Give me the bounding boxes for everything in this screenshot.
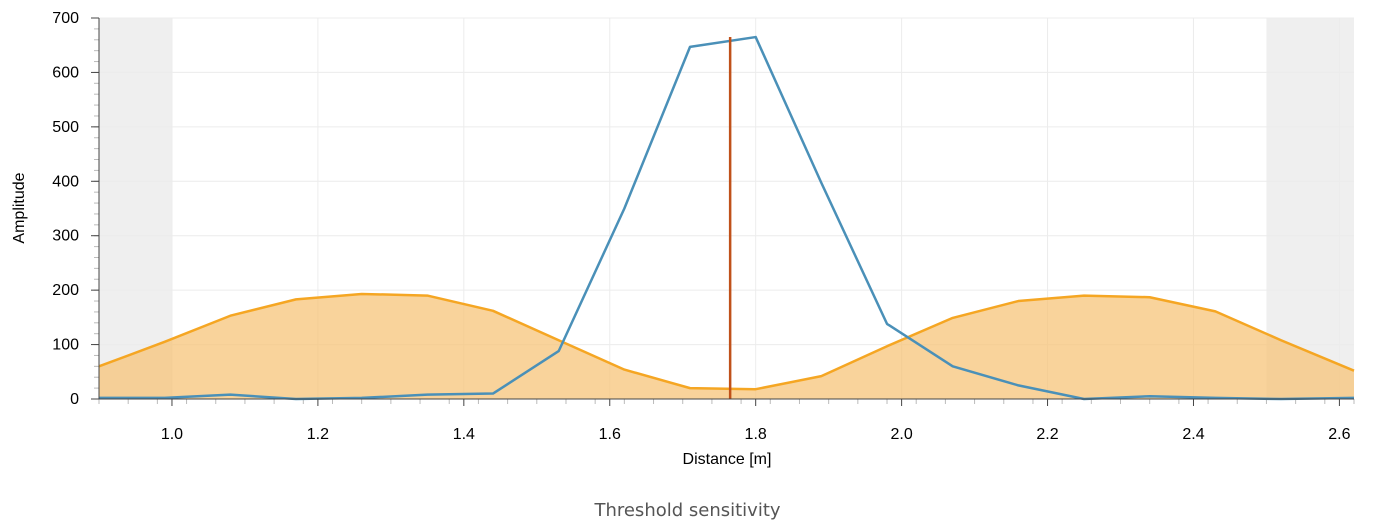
x-tick-label: 2.0 (890, 426, 912, 443)
y-tick-label: 200 (52, 282, 79, 299)
y-axis-title: Amplitude (11, 172, 28, 243)
y-tick-label: 400 (52, 173, 79, 190)
x-tick-label: 2.4 (1182, 426, 1204, 443)
x-tick-label: 1.2 (307, 426, 329, 443)
shaded-region-0 (99, 18, 172, 399)
chart: 1.0 1.2 1.4 1.6 1.8 2.0 2.2 2.4 2.6 0 100 200 300 40… (11, 10, 1355, 468)
x-tick-label: 2.2 (1036, 426, 1058, 443)
threshold-area (99, 293, 1354, 399)
x-tick-label: 2.6 (1328, 426, 1350, 443)
x-tick-label: 1.4 (453, 426, 475, 443)
y-tick-label: 100 (52, 337, 79, 354)
x-tick-labels: 1.0 1.2 1.4 1.6 1.8 2.0 2.2 2.4 2.6 (161, 426, 1351, 443)
x-tick-label: 1.0 (161, 426, 183, 443)
axes (91, 17, 1354, 406)
y-tick-label: 300 (52, 228, 79, 245)
threshold-series (98, 292, 1355, 399)
y-tick-label: 0 (70, 391, 79, 408)
x-axis-title: Distance [m] (683, 451, 772, 468)
y-tick-label: 600 (52, 64, 79, 81)
threshold-line (98, 292, 1355, 391)
y-tick-labels: 0 100 200 300 400 500 600 700 (52, 10, 79, 408)
chart-caption: Threshold sensitivity (594, 500, 781, 521)
y-tick-label: 500 (52, 119, 79, 136)
y-tick-label: 700 (52, 10, 79, 27)
x-tick-label: 1.8 (745, 426, 767, 443)
x-tick-label: 1.6 (599, 426, 621, 443)
